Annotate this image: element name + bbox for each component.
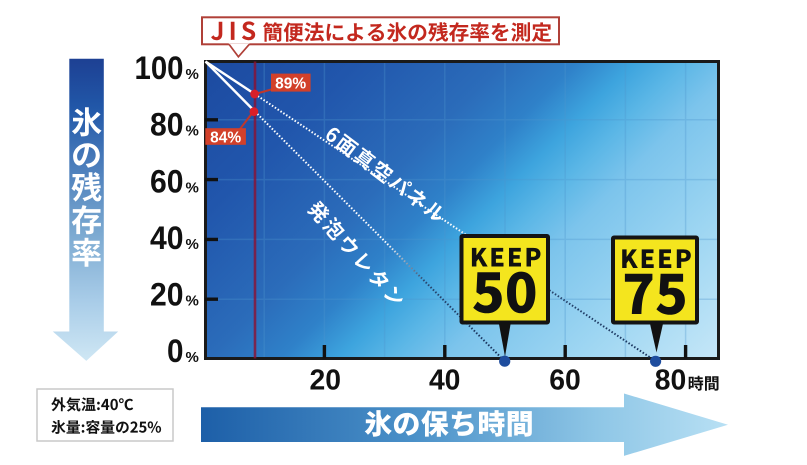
svg-text:%: % (186, 349, 199, 366)
svg-text:0: 0 (167, 333, 184, 369)
svg-text:60: 60 (549, 365, 581, 397)
svg-text:%: % (186, 123, 199, 140)
svg-text:100: 100 (135, 50, 184, 86)
svg-text:%: % (186, 236, 199, 253)
svg-text:89%: 89% (275, 76, 306, 93)
svg-text:%: % (186, 293, 199, 310)
svg-text:80: 80 (150, 107, 184, 143)
svg-text:%: % (186, 66, 199, 83)
svg-text:40: 40 (150, 220, 184, 256)
svg-text:80: 80 (655, 365, 687, 397)
svg-text:60: 60 (150, 163, 184, 199)
svg-text:20: 20 (310, 365, 342, 397)
svg-text:%: % (186, 179, 199, 196)
svg-text:40: 40 (429, 365, 461, 397)
svg-text:20: 20 (150, 277, 184, 313)
svg-text:84%: 84% (210, 130, 241, 147)
